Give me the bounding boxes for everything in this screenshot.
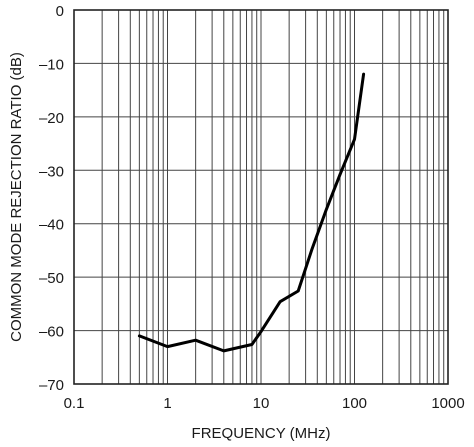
series-layer — [137, 72, 366, 353]
grid — [74, 10, 448, 384]
x-tick-label: 0.1 — [64, 395, 85, 412]
y-tick-label: 0 — [56, 3, 64, 20]
y-axis-title: COMMON MODE REJECTION RATIO (dB) — [8, 52, 25, 342]
y-tick-label: –40 — [39, 217, 64, 234]
y-tick-label: –10 — [39, 56, 64, 73]
plot-frame — [73, 9, 449, 385]
y-tick-label: –70 — [39, 377, 64, 394]
y-tick-label: –20 — [39, 110, 64, 127]
x-tick-label: 1000 — [431, 395, 464, 412]
x-tick-label: 1 — [163, 395, 171, 412]
y-tick-label: –30 — [39, 163, 64, 180]
y-tick-label: –50 — [39, 270, 64, 287]
x-axis-title: FREQUENCY (MHz) — [192, 425, 331, 442]
x-tick-labels: 0.1 1 10 100 1000 — [64, 395, 465, 412]
y-tick-labels: 0 –10 –20 –30 –40 –50 –60 –70 — [39, 3, 64, 394]
y-tick-label: –60 — [39, 324, 64, 341]
x-tick-label: 100 — [342, 395, 367, 412]
x-tick-label: 10 — [253, 395, 270, 412]
cmrr-series-line — [137, 72, 366, 353]
